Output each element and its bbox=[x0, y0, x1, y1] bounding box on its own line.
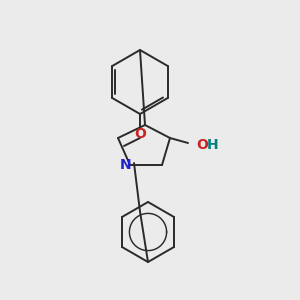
Text: H: H bbox=[207, 138, 219, 152]
Text: O: O bbox=[134, 127, 146, 141]
Text: N: N bbox=[120, 158, 132, 172]
Text: O: O bbox=[196, 138, 208, 152]
